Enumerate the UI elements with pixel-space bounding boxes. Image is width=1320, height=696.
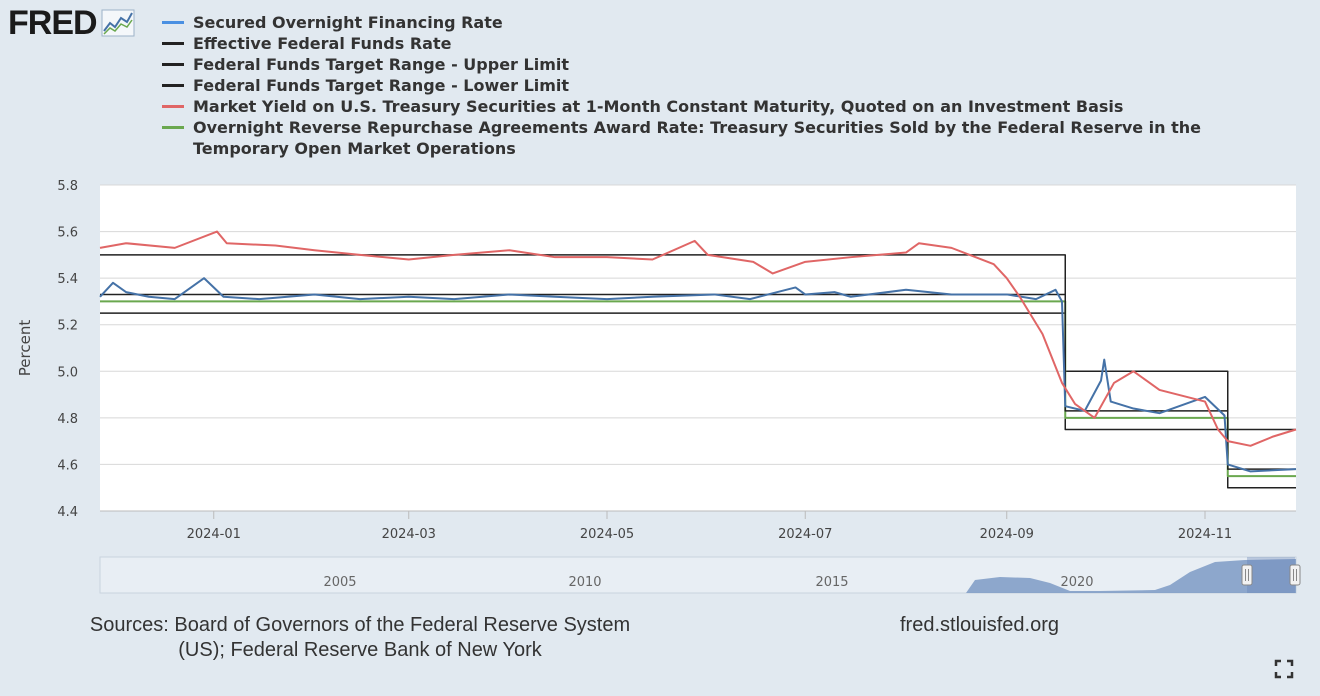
legend-label-lower: Federal Funds Target Range - Lower Limit xyxy=(193,76,570,95)
sources-note: Sources: Board of Governors of the Feder… xyxy=(60,613,660,663)
y-tick-label: 5.4 xyxy=(57,272,78,287)
legend-swatch-tbill xyxy=(162,105,184,108)
x-tick-label: 2024-09 xyxy=(980,527,1034,542)
x-tick-label: 2024-07 xyxy=(778,527,832,542)
legend-swatch-rrp xyxy=(162,126,184,129)
legend-swatch-lower xyxy=(162,84,184,87)
legend-label-effr: Effective Federal Funds Rate xyxy=(193,34,452,53)
legend-item-rrp[interactable]: Overnight Reverse Repurchase Agreements … xyxy=(162,117,1202,159)
y-tick-label: 4.4 xyxy=(57,505,78,520)
y-tick-label: 5.8 xyxy=(57,179,78,194)
x-tick-label: 2024-03 xyxy=(382,527,436,542)
chart-legend: Secured Overnight Financing Rate Effectiv… xyxy=(162,12,1202,159)
y-tick-label: 5.0 xyxy=(57,365,78,380)
series-line-tbill xyxy=(99,230,1297,447)
navigator-label: 2015 xyxy=(815,575,848,590)
series-line-upper xyxy=(100,254,1296,431)
navigator-label: 2005 xyxy=(323,575,356,590)
navigator-selection xyxy=(1247,557,1295,593)
y-axis-label: Percent xyxy=(16,320,34,377)
y-tick-label: 5.6 xyxy=(57,226,78,241)
fullscreen-icon[interactable] xyxy=(1274,659,1294,679)
fred-logo[interactable]: FRED xyxy=(8,4,135,42)
series-line-rrp xyxy=(100,300,1296,478)
legend-item-effr[interactable]: Effective Federal Funds Rate xyxy=(162,33,1202,54)
navigator-label: 2020 xyxy=(1060,575,1093,590)
y-tick-label: 4.8 xyxy=(57,412,78,427)
legend-label-upper: Federal Funds Target Range - Upper Limit xyxy=(193,55,569,74)
x-tick-label: 2024-11 xyxy=(1178,527,1232,542)
legend-swatch-upper xyxy=(162,63,184,66)
y-tick-label: 4.6 xyxy=(57,458,78,473)
navigator-right-handle[interactable] xyxy=(1289,564,1301,586)
navigator-left-handle[interactable] xyxy=(1241,564,1253,586)
legend-swatch-effr xyxy=(162,42,184,45)
legend-item-sofr[interactable]: Secured Overnight Financing Rate xyxy=(162,12,1202,33)
x-tick-label: 2024-05 xyxy=(580,527,634,542)
navigator-area xyxy=(966,559,1296,593)
y-tick-label: 5.2 xyxy=(57,319,78,334)
series-line-lower xyxy=(100,312,1296,489)
legend-item-tbill[interactable]: Market Yield on U.S. Treasury Securities… xyxy=(162,96,1202,117)
legend-label-rrp: Overnight Reverse Repurchase Agreements … xyxy=(193,118,1202,158)
plot-area xyxy=(100,185,1296,511)
legend-label-sofr: Secured Overnight Financing Rate xyxy=(193,13,503,32)
series-line-sofr xyxy=(99,277,1297,473)
legend-label-tbill: Market Yield on U.S. Treasury Securities… xyxy=(193,97,1124,116)
sources-line-1: Sources: Board of Governors of the Feder… xyxy=(89,614,631,636)
x-tick-label: 2024-01 xyxy=(187,527,241,542)
logo-text: FRED xyxy=(8,4,98,42)
sources-line-2: (US); Federal Reserve Bank of New York xyxy=(178,639,542,661)
legend-item-lower[interactable]: Federal Funds Target Range - Lower Limit xyxy=(162,75,1202,96)
navigator-label: 2010 xyxy=(568,575,601,590)
chart-logo-icon xyxy=(101,9,135,37)
site-link[interactable]: fred.stlouisfed.org xyxy=(900,614,1059,636)
navigator-track xyxy=(99,556,1297,594)
legend-swatch-sofr xyxy=(162,21,184,24)
legend-item-upper[interactable]: Federal Funds Target Range - Upper Limit xyxy=(162,54,1202,75)
